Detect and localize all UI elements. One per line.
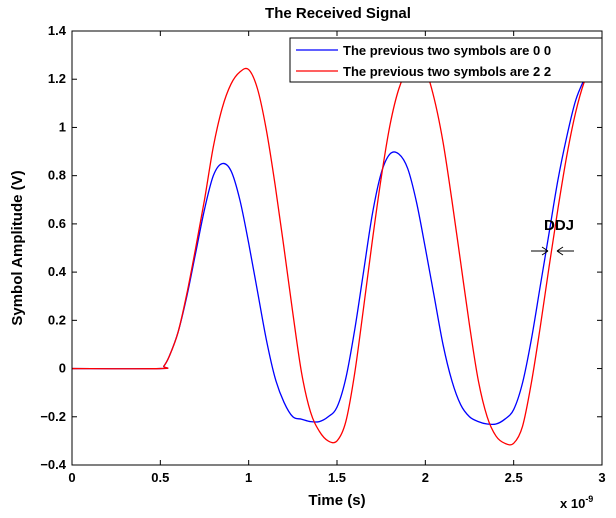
y-tick-label-2: 0 (59, 361, 66, 376)
y-axis-title: Symbol Amplitude (V) (9, 170, 26, 325)
y-tick-label-1: −0.2 (40, 409, 66, 424)
x-tick-label-2: 1 (245, 470, 252, 485)
x-tick-label-4: 2 (422, 470, 429, 485)
x-tick-label-3: 1.5 (328, 470, 346, 485)
y-tick-label-3: 0.2 (48, 312, 66, 327)
x-exponent-label: x 10-9 (560, 494, 593, 511)
series-layer (71, 54, 603, 446)
y-tick-label-0: −0.4 (40, 457, 66, 472)
chart-title: The Received Signal (265, 5, 411, 22)
y-axis: −0.4 −0.2 0 0.2 0.4 0.6 0.8 1 1.2 1.4 (40, 23, 602, 472)
series-line-0 (71, 54, 603, 426)
y-tick-label-7: 1 (59, 119, 66, 134)
legend-box (289, 37, 603, 83)
y-tick-label-8: 1.2 (48, 71, 66, 86)
x-tick-label-5: 2.5 (505, 470, 523, 485)
x-exponent-base: x 10 (560, 496, 585, 511)
plot-area (72, 31, 602, 465)
y-tick-label-9: 1.4 (48, 23, 67, 38)
y-tick-label-4: 0.4 (48, 264, 67, 279)
series-line-1 (71, 54, 603, 446)
y-tick-label-5: 0.6 (48, 216, 66, 231)
ddj-annotation: DDJ (531, 217, 574, 256)
ddj-label: DDJ (544, 217, 574, 234)
x-axis: 0 0.5 1 1.5 2 2.5 3 (68, 31, 606, 485)
x-exponent-power: -9 (585, 494, 593, 504)
ddj-arrow-right-head (556, 246, 564, 256)
y-tick-label-6: 0.8 (48, 168, 66, 183)
legend-entry-0: The previous two symbols are 0 0 (343, 43, 551, 58)
legend-entry-1: The previous two symbols are 2 2 (343, 64, 551, 79)
x-tick-label-0: 0 (68, 470, 75, 485)
plot-frame (72, 31, 602, 465)
x-axis-title: Time (s) (308, 492, 365, 509)
legend: The previous two symbols are 0 0 The pre… (289, 37, 603, 83)
ddj-arrow-left-head (541, 246, 549, 256)
x-tick-label-1: 0.5 (151, 470, 169, 485)
x-tick-label-6: 3 (598, 470, 605, 485)
plot-border (71, 30, 603, 466)
